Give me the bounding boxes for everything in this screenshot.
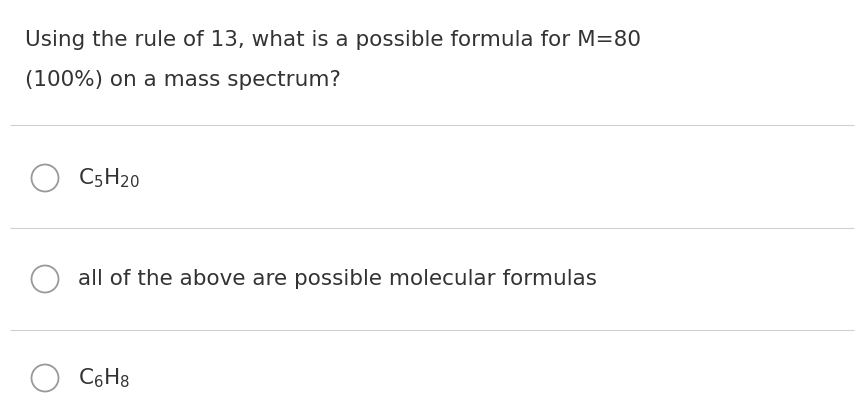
Text: Using the rule of 13, what is a possible formula for M=80: Using the rule of 13, what is a possible… — [25, 30, 641, 50]
Text: (100%) on a mass spectrum?: (100%) on a mass spectrum? — [25, 70, 341, 90]
Text: all of the above are possible molecular formulas: all of the above are possible molecular … — [78, 269, 597, 289]
Text: C$_5$H$_{20}$: C$_5$H$_{20}$ — [78, 166, 140, 190]
Text: C$_6$H$_8$: C$_6$H$_8$ — [78, 366, 130, 390]
